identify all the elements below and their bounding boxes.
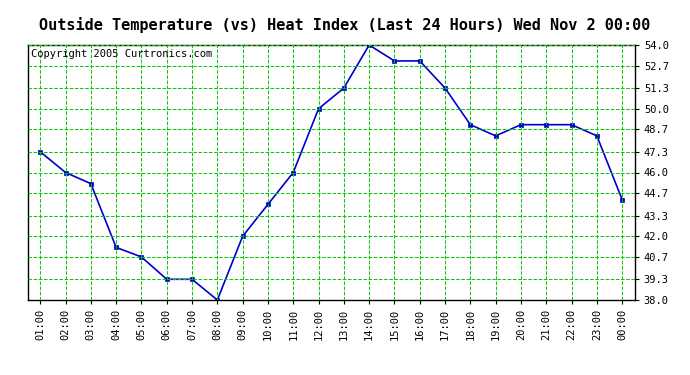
Text: Outside Temperature (vs) Heat Index (Last 24 Hours) Wed Nov 2 00:00: Outside Temperature (vs) Heat Index (Las… [39,17,651,33]
Text: Copyright 2005 Curtronics.com: Copyright 2005 Curtronics.com [30,49,212,59]
